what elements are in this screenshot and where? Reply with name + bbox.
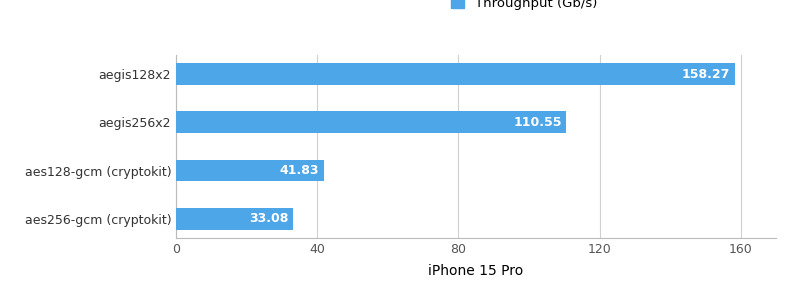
- Bar: [176, 111, 566, 133]
- Text: 158.27: 158.27: [682, 68, 730, 81]
- X-axis label: iPhone 15 Pro: iPhone 15 Pro: [428, 264, 524, 278]
- Text: 110.55: 110.55: [514, 116, 562, 129]
- Legend: Throughput (Gb/s): Throughput (Gb/s): [451, 0, 597, 10]
- Bar: [176, 63, 734, 85]
- Text: 33.08: 33.08: [249, 212, 289, 225]
- Bar: [176, 160, 324, 181]
- Text: 41.83: 41.83: [280, 164, 319, 177]
- Bar: [176, 208, 293, 230]
